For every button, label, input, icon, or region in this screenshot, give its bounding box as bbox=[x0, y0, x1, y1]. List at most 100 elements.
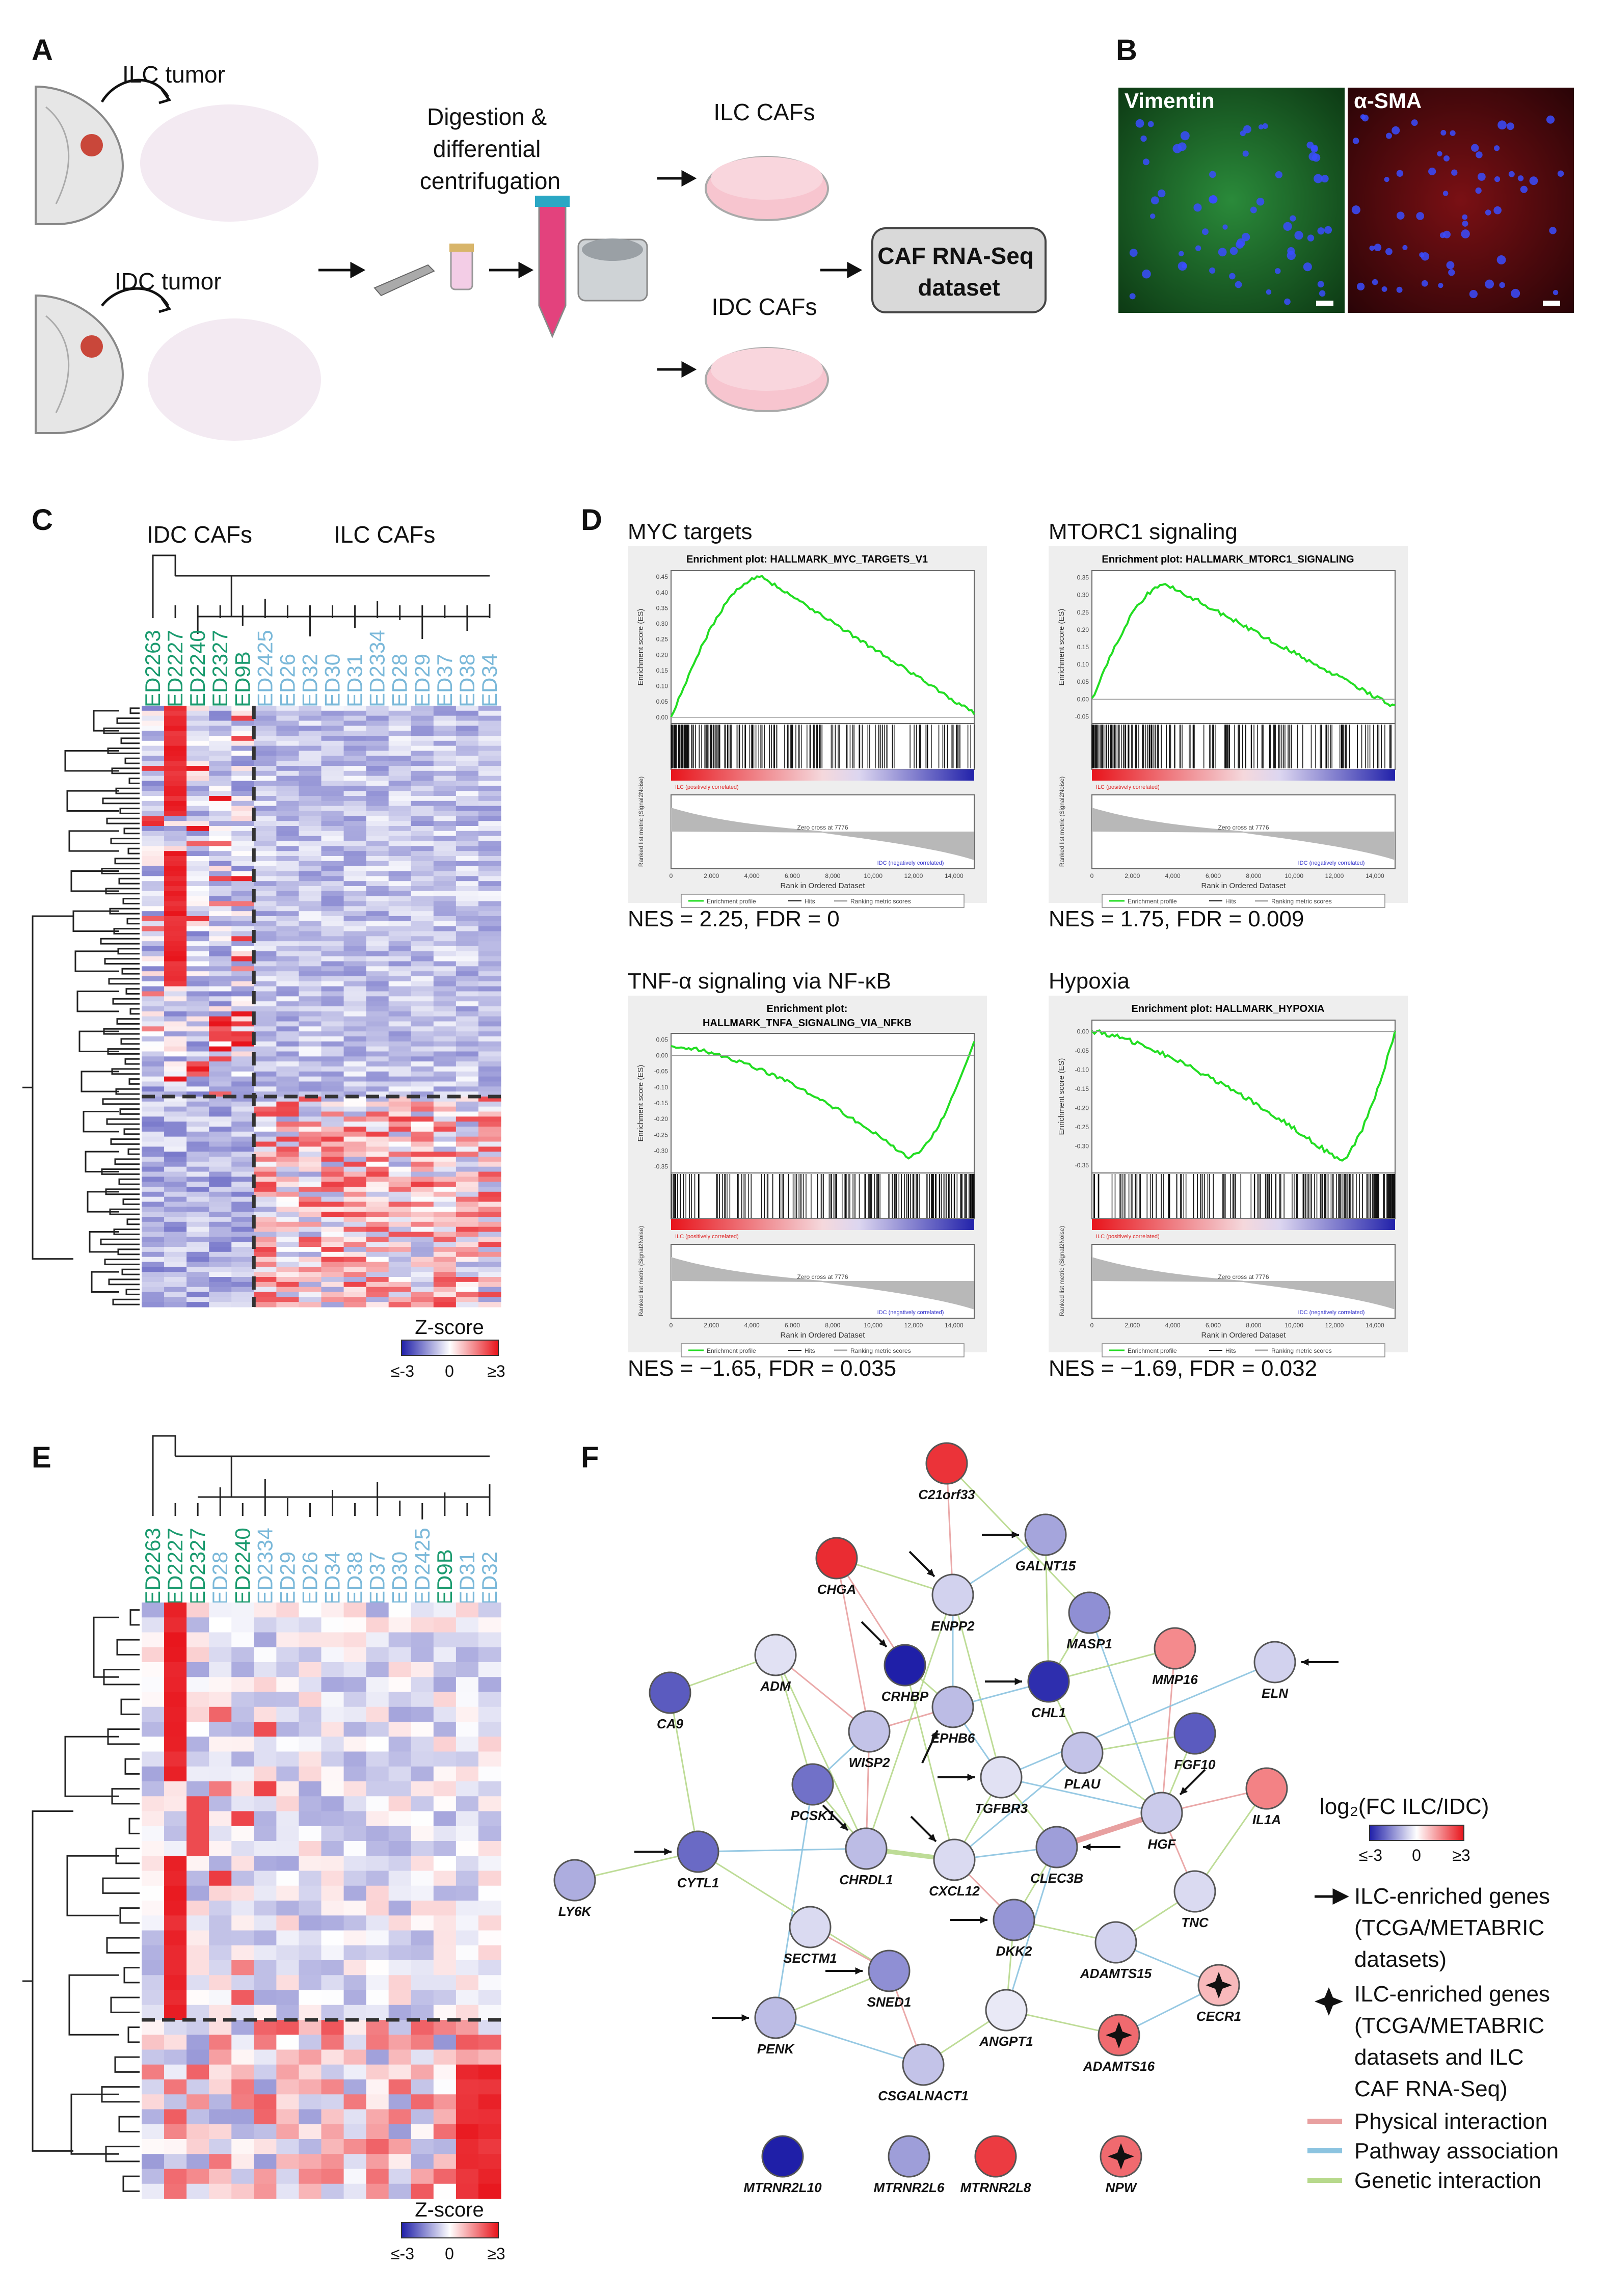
heatmap-cell bbox=[209, 1272, 232, 1277]
heatmap-cell bbox=[164, 1960, 187, 1975]
heatmap-cell bbox=[433, 1061, 457, 1067]
heatmap-cell bbox=[164, 1247, 187, 1252]
gene-node: ADAMTS15 bbox=[1080, 1921, 1152, 1981]
heatmap-cell bbox=[456, 1277, 479, 1283]
heatmap-cell bbox=[321, 2169, 344, 2184]
heatmap-cell bbox=[231, 1901, 254, 1916]
heatmap-cell bbox=[433, 1056, 457, 1062]
heatmap-cell bbox=[254, 901, 277, 906]
heatmap-cell bbox=[164, 916, 187, 922]
heatmap-cell bbox=[231, 1632, 254, 1648]
heatmap-cell bbox=[456, 1097, 479, 1102]
heatmap-cell bbox=[299, 1041, 322, 1047]
heatmap-cell bbox=[164, 906, 187, 912]
heatmap-cell bbox=[231, 776, 254, 782]
heatmap-cell bbox=[388, 706, 412, 711]
heatmap-cell bbox=[388, 766, 412, 771]
heatmap-cell bbox=[456, 2183, 479, 2199]
heatmap-cell bbox=[411, 806, 434, 812]
heatmap-cell bbox=[478, 781, 501, 786]
heatmap-cell bbox=[142, 1226, 165, 1233]
gene-node: EPHB6 bbox=[931, 1686, 975, 1746]
legend-fc-title: log₂(FC ILC/IDC) bbox=[1320, 1794, 1489, 1819]
legend-ranking-metric: Ranking metric scores bbox=[850, 898, 911, 905]
heatmap-cell bbox=[366, 1242, 389, 1247]
heatmap-cell bbox=[254, 1990, 277, 2006]
heatmap-cell bbox=[343, 2109, 367, 2125]
heatmap-cell bbox=[254, 1737, 277, 1752]
sample-label: ED2240 bbox=[230, 1528, 254, 1605]
heatmap-cell bbox=[433, 851, 457, 857]
heatmap-cell bbox=[142, 1632, 165, 1648]
heatmap-cell bbox=[343, 1960, 367, 1975]
heatmap-cell bbox=[276, 1191, 300, 1197]
heatmap-cell bbox=[478, 1217, 501, 1222]
heatmap-cell bbox=[321, 1146, 344, 1152]
heatmap-cell bbox=[366, 1101, 389, 1107]
heatmap-cell bbox=[276, 976, 300, 982]
heatmap-cell bbox=[433, 1021, 457, 1027]
heatmap-cell bbox=[254, 796, 277, 802]
heatmap-cell bbox=[411, 1166, 434, 1172]
heatmap-cell bbox=[209, 1187, 232, 1192]
heatmap-cell bbox=[186, 1046, 209, 1052]
metric-axis-label: Ranked list metric (Signal2Noise) bbox=[637, 1226, 645, 1316]
es-tick: -0.05 bbox=[1075, 1047, 1089, 1054]
heatmap-cell bbox=[186, 2094, 209, 2110]
heatmap-cell bbox=[456, 2154, 479, 2170]
heatmap-cell bbox=[142, 1016, 165, 1022]
heatmap-cell bbox=[209, 2139, 232, 2154]
heatmap-cell bbox=[343, 1237, 367, 1242]
heatmap-cell bbox=[231, 2183, 254, 2199]
heatmap-cell bbox=[254, 791, 277, 796]
heatmap-cell bbox=[433, 786, 457, 791]
heatmap-cell bbox=[299, 951, 322, 957]
heatmap-cell bbox=[388, 956, 412, 962]
heatmap-cell bbox=[142, 1191, 165, 1197]
heatmap-cell bbox=[411, 1051, 434, 1057]
heatmap-cell bbox=[186, 1131, 209, 1137]
heatmap-cell bbox=[411, 1267, 434, 1272]
heatmap-cell bbox=[142, 1722, 165, 1737]
heatmap-cell bbox=[456, 1177, 479, 1182]
heatmap-cell bbox=[276, 1221, 300, 1227]
heatmap-cell bbox=[231, 740, 254, 746]
heatmap-cell bbox=[254, 1221, 277, 1227]
heatmap-cell bbox=[388, 1196, 412, 1203]
heatmap-cell bbox=[231, 1841, 254, 1856]
heatmap-cell bbox=[388, 1722, 412, 1737]
heatmap-cell bbox=[343, 2124, 367, 2140]
heatmap-cell bbox=[164, 1046, 187, 1052]
heatmap-cell bbox=[186, 1292, 209, 1297]
heatmap-cell bbox=[299, 1811, 322, 1827]
heatmap-cell bbox=[164, 1237, 187, 1242]
heatmap-cell bbox=[186, 1152, 209, 1157]
heatmap-cell bbox=[186, 1031, 209, 1037]
heatmap-cell bbox=[343, 1182, 367, 1187]
heatmap-cell bbox=[209, 1232, 232, 1237]
heatmap-cell bbox=[321, 886, 344, 892]
heatmap-cell bbox=[388, 1036, 412, 1042]
heatmap-cell bbox=[276, 1915, 300, 1931]
heatmap-cell bbox=[343, 1990, 367, 2006]
heatmap-cell bbox=[209, 2169, 232, 2184]
heatmap-cell bbox=[164, 1930, 187, 1946]
heatmap-cell bbox=[433, 1091, 457, 1097]
heatmap-cell bbox=[276, 1006, 300, 1012]
heatmap-cell bbox=[142, 1131, 165, 1137]
heatmap-cell bbox=[209, 911, 232, 917]
heatmap-cell bbox=[254, 1046, 277, 1052]
heatmap-cell bbox=[456, 1960, 479, 1975]
heatmap-cell bbox=[231, 806, 254, 812]
heatmap-cell bbox=[142, 1157, 165, 1162]
heatmap-cell bbox=[276, 2079, 300, 2095]
heatmap-cell bbox=[388, 1026, 412, 1032]
heatmap-cell bbox=[478, 756, 501, 761]
heatmap-cell bbox=[366, 800, 389, 807]
heatmap-cell bbox=[456, 826, 479, 832]
heatmap-cell bbox=[231, 2124, 254, 2140]
heatmap-cell bbox=[209, 1097, 232, 1102]
heatmap-cell bbox=[321, 1097, 344, 1102]
heatmap-cell bbox=[343, 811, 367, 816]
heatmap-cell bbox=[186, 2154, 209, 2170]
